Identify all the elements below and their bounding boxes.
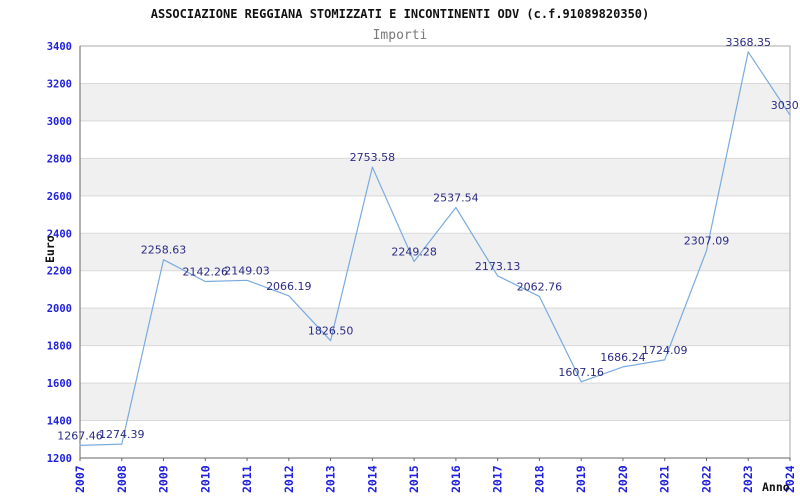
y-tick-label: 1200 [47,453,72,465]
x-tick-label: 2008 [115,465,129,493]
y-tick-label: 1800 [47,341,72,353]
data-point-label: 1724.09 [642,344,688,357]
grid-band [80,46,790,84]
x-tick-label: 2010 [198,465,212,493]
x-tick-label: 2007 [73,465,87,493]
x-tick-label: 2020 [616,465,630,493]
y-tick-label: 3200 [47,78,72,90]
y-tick-label: 1600 [47,378,72,390]
data-line [79,51,791,446]
data-point-label: 1607.16 [558,366,604,379]
y-tick-label: 2400 [47,228,72,240]
y-tick-label: 2200 [47,266,72,278]
x-tick-label: 2013 [324,465,338,493]
x-tick-label: 2022 [699,465,713,493]
grid-band [80,270,790,309]
data-point-label: 2066.19 [266,280,312,293]
data-point-label: 2307.09 [684,235,730,248]
y-axis-title: Euro [43,235,57,263]
y-tick-label: 2600 [47,191,72,203]
x-tick-label: 2009 [157,465,171,493]
grid-band [80,420,790,458]
y-tick-label: 2800 [47,153,72,165]
x-tick-label: 2019 [574,465,588,493]
x-tick-label: 2024 [783,465,797,493]
data-point-label: 2062.76 [517,280,563,293]
y-tick-label: 2000 [47,303,72,315]
x-tick-label: 2014 [365,465,379,493]
data-point-label: 1267.46 [57,429,103,442]
data-point-label: 2537.54 [433,192,479,205]
y-tick-label: 3000 [47,116,72,128]
data-point-label: 2149.03 [224,264,270,277]
x-tick-label: 2021 [658,465,672,493]
data-point-label: 1826.50 [308,325,354,338]
data-point-label: 1686.24 [600,351,646,364]
data-point-label: 2249.28 [391,245,437,258]
grid-band [80,158,790,196]
x-tick-label: 2023 [741,465,755,493]
x-tick-label: 2016 [449,465,463,493]
grid-band [80,383,790,421]
x-tick-label: 2018 [532,465,546,493]
data-point-label: 2753.58 [350,151,396,164]
grid-band [80,83,790,121]
x-tick-label: 2011 [240,465,254,493]
y-tick-label: 3400 [47,41,72,53]
data-point-label: 2173.13 [475,260,521,273]
data-point-label: 1274.39 [99,428,145,441]
grid-band [80,233,790,271]
grid-band [80,345,790,384]
chart-subtitle: Importi [372,28,428,43]
x-tick-label: 2015 [407,465,421,493]
chart-title: ASSOCIAZIONE REGGIANA STOMIZZATI E INCON… [150,7,650,21]
grid-band [80,308,790,346]
data-point-label: 2142.26 [183,266,229,279]
x-tick-label: 2012 [282,465,296,493]
x-axis-title: Anno [762,480,790,494]
data-point-label: 3368.35 [725,36,771,49]
grid-band [80,120,790,159]
data-point-label: 2258.63 [141,244,187,257]
y-tick-label: 1400 [47,416,72,428]
data-point-label: 3030.8 [771,99,800,112]
x-tick-label: 2017 [491,465,505,493]
grid-band [80,195,790,234]
